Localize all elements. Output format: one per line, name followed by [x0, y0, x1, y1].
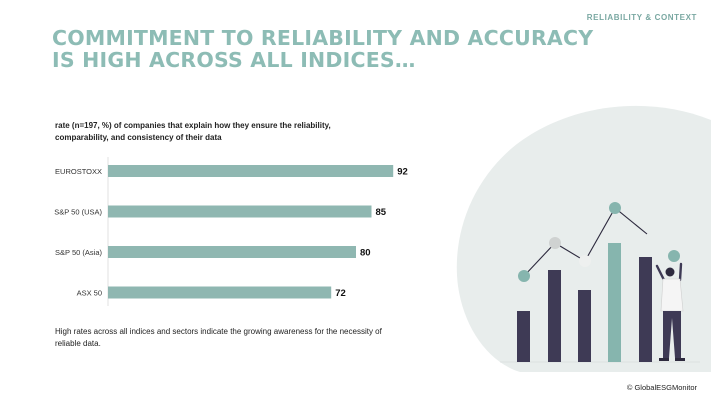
illustration-point-3 [579, 255, 591, 267]
illustration-bar-3 [578, 290, 591, 362]
illustration-bar-4 [608, 243, 621, 362]
illustration-bar-5 [639, 257, 652, 362]
data-label: 92 [397, 167, 408, 178]
category-label: ASX 50 [77, 289, 102, 298]
data-label: 85 [376, 207, 387, 218]
bar [108, 246, 356, 258]
illustration-bar-2 [548, 270, 561, 362]
illustration-point-1 [518, 270, 530, 282]
category-label: S&P 50 (Asia) [55, 248, 102, 257]
page-title: COMMITMENT TO RELIABILITY AND ACCURACY I… [52, 26, 594, 72]
illustration-person-body [660, 278, 684, 312]
illustration-person-head [665, 267, 675, 277]
section-tag: RELIABILITY & CONTEXT [586, 13, 697, 22]
bar [108, 165, 394, 177]
illustration-point-4 [609, 202, 621, 214]
bar [108, 205, 372, 218]
illustration-person-shoes [659, 358, 685, 361]
chart-title: rate (n=197, %) of companies that explai… [55, 121, 331, 142]
bar [108, 286, 332, 299]
illustration-person-legs [663, 311, 681, 358]
illustration-point-2 [549, 237, 561, 249]
illustration-person-arms [655, 262, 683, 282]
illustration-person-ball [668, 250, 680, 262]
category-label: S&P 50 (USA) [54, 208, 102, 217]
illustration-person [655, 250, 685, 361]
illustration-bar-1 [517, 311, 530, 362]
bars-group: EUROSTOXX 92 S&P 50 (USA) 85 S&P 50 (Asia) 80… [54, 165, 408, 299]
category-label: EUROSTOXX [55, 167, 102, 176]
copyright-text: © GlobalESGMonitor [626, 383, 697, 392]
data-label: 80 [360, 248, 371, 259]
data-label: 72 [335, 288, 346, 299]
footnote: High rates across all indices and sector… [55, 327, 382, 348]
